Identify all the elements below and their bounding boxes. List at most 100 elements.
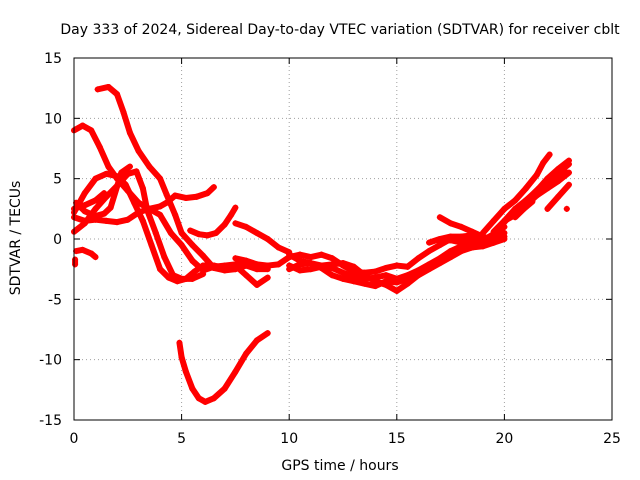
data-point-marker [264,262,271,269]
y-axis-label: SDTVAR / TECUs [8,181,24,296]
data-point-marker [157,203,164,210]
data-point-marker [92,213,99,220]
data-point-marker [221,221,228,228]
data-point-marker [350,263,357,270]
data-point-marker [307,266,314,273]
data-point-marker [307,254,314,261]
data-point-marker [213,229,220,236]
data-point-marker [157,175,164,182]
data-point-marker [329,272,336,279]
data-point-marker [555,193,562,200]
data-point-marker [512,197,519,204]
series-track-6 [73,163,133,220]
data-point-marker [167,229,174,236]
data-point-marker [447,237,454,244]
data-segment [139,217,155,249]
data-point-marker [372,268,379,275]
data-point-marker [264,330,271,337]
data-point-marker [535,185,542,192]
data-point-marker [157,211,164,218]
series-track-7 [71,190,108,212]
data-point-marker [340,275,346,282]
data-point-marker [101,210,108,217]
data-point-marker [544,185,551,192]
series-track-27 [176,330,271,405]
series-track-9 [72,256,79,268]
data-segment [253,330,271,344]
data-segment [122,181,138,206]
data-segment [520,198,536,212]
data-point-marker [96,144,103,151]
data-point-marker [187,227,194,234]
data-segment [204,184,217,197]
data-point-marker [92,205,99,212]
data-point-marker [426,239,433,246]
data-point-marker [458,239,465,246]
data-point-marker [350,278,357,285]
data-point-marker [544,205,551,212]
data-point-marker [105,163,112,170]
data-point-marker [415,269,422,276]
data-point-marker [81,220,88,227]
data-point-marker [393,287,400,294]
data-point-marker [92,197,99,204]
data-point-marker [146,163,153,170]
data-point-marker [163,191,170,198]
data-point-marker [447,250,454,257]
data-segment [555,181,572,200]
data-point-marker [501,233,508,240]
data-point-marker [204,190,211,197]
data-point-marker [114,219,121,226]
data-point-marker [383,272,390,279]
data-point-marker [148,242,155,249]
data-point-marker [296,267,303,274]
data-point-marker [191,268,198,275]
data-point-marker [221,385,228,392]
data-point-marker [182,194,189,201]
data-point-marker [79,122,86,129]
data-point-marker [275,244,282,251]
data-point-marker [126,129,133,136]
x-axis-label: GPS time / hours [281,458,398,474]
data-point-marker [94,86,101,93]
data-point-marker [253,337,260,344]
data-point-marker [243,350,250,357]
data-point-marker [243,257,250,264]
y-tick-label: -10 [39,353,62,369]
data-point-marker [469,242,476,249]
data-point-marker [92,254,99,261]
data-point-marker [243,272,250,279]
data-segment [114,91,127,116]
data-point-marker [296,261,303,268]
data-point-marker [436,214,443,221]
series-track-26 [563,205,570,212]
series-track-24 [512,198,536,221]
data-point-marker [490,217,497,224]
data-point-marker [340,269,346,276]
data-point-marker [565,181,572,188]
data-point-marker [404,263,411,270]
data-segment [157,211,174,236]
data-point-marker [264,274,271,281]
data-point-marker [172,192,179,199]
data-point-marker [131,199,138,206]
series-track-23 [527,157,572,200]
data-point-marker [232,220,239,227]
data-point-marker [393,262,400,269]
data-point-marker [178,229,185,236]
data-point-marker [200,262,207,269]
data-point-marker [404,275,411,282]
data-segment [540,151,553,166]
data-point-marker [152,229,159,236]
data-point-marker [200,252,207,259]
data-point-marker [120,109,127,116]
data-point-marker [565,157,572,164]
y-tick-label: -5 [48,292,62,308]
data-point-marker [512,214,519,221]
data-point-marker [79,246,86,253]
data-point-marker [436,238,443,245]
data-point-marker [563,205,570,212]
data-point-marker [393,279,400,286]
data-point-marker [383,264,390,271]
